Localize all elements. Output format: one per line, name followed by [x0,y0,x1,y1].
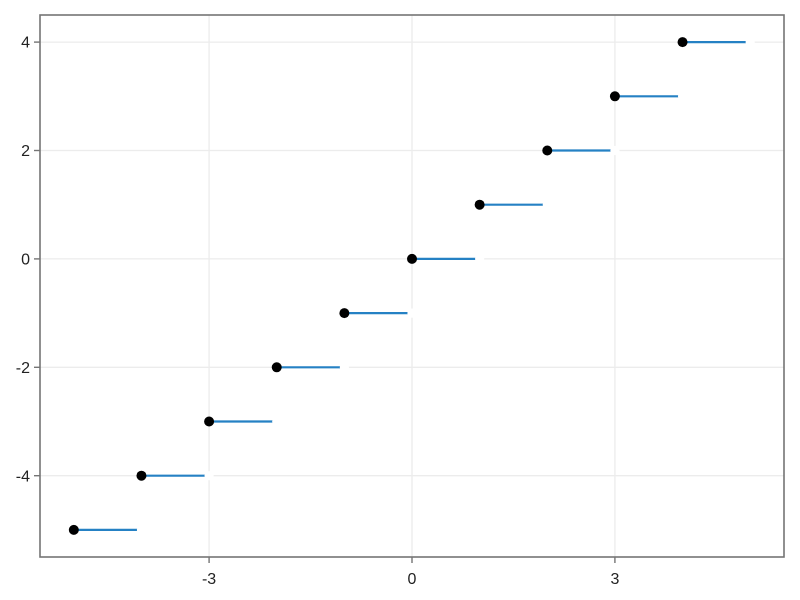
data-point-marker [271,362,282,373]
y-axis-tick-label: -4 [16,468,30,485]
open-endpoint-marker [204,471,214,481]
data-point-marker [407,253,417,264]
data-point-marker [474,199,485,210]
open-endpoint-marker [677,91,688,101]
x-axis-tick-label: 0 [408,571,417,588]
data-point-marker [204,416,215,427]
open-endpoint-marker [542,200,552,210]
open-endpoint-marker [136,525,147,535]
x-axis-tick-label: -3 [202,571,216,588]
data-point-marker [339,308,350,319]
y-axis-tick-label: -2 [16,360,30,377]
y-axis-tick-label: 0 [21,252,30,269]
data-point-marker [677,37,688,48]
data-point-marker [542,145,553,156]
data-point-marker [136,470,147,481]
y-axis-tick-label: 2 [21,143,30,160]
open-endpoint-marker [745,37,755,47]
open-endpoint-marker [339,362,349,372]
x-axis-tick-label: 3 [610,571,619,588]
open-endpoint-marker [475,254,485,264]
open-endpoint-marker [272,416,282,427]
data-point-marker [609,91,620,102]
y-axis-tick-label: 4 [21,35,30,52]
open-endpoint-marker [610,145,620,156]
data-point-marker [68,524,79,535]
open-endpoint-marker [407,308,417,318]
